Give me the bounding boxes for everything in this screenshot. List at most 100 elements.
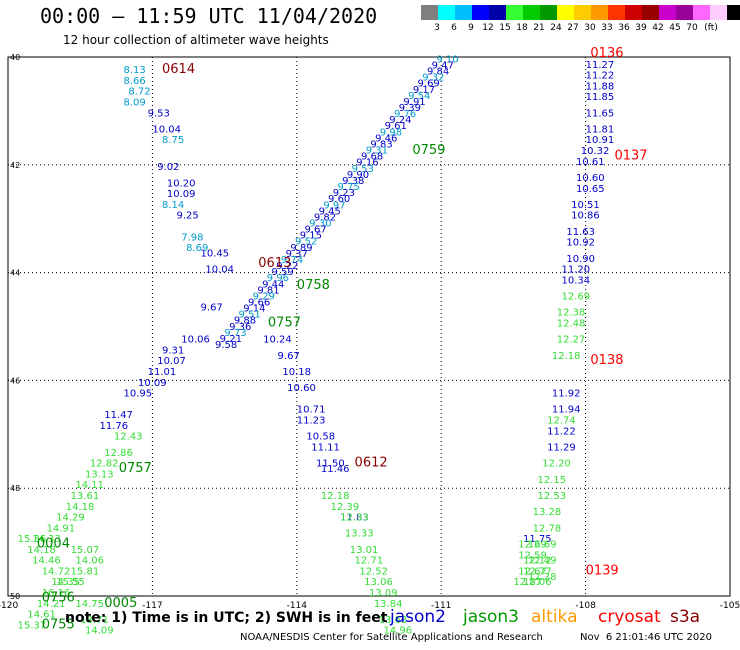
wave-height-track: 9.44	[262, 279, 284, 290]
wave-height-label: 9.31	[162, 345, 184, 356]
color-scale-tick: 3	[434, 23, 440, 33]
wave-height-label: 10.90	[566, 254, 595, 265]
wave-height-label: 9.25	[176, 211, 198, 222]
wave-height-label: 12.69	[518, 539, 547, 550]
x-tick-label: -111	[431, 601, 451, 611]
x-tick-label: -114	[287, 601, 308, 611]
wave-height-label: 11.27	[586, 60, 615, 71]
wave-height-track: 9.21	[220, 334, 242, 345]
wave-height-track: 9.59	[272, 267, 294, 278]
pass-time-label: 0612	[355, 456, 388, 471]
color-scale-tick: 45	[669, 23, 681, 33]
pass-time-label: 0757	[119, 461, 152, 476]
color-scale-tick: 15	[499, 23, 511, 33]
wave-height-label: 11.22	[547, 426, 576, 437]
wave-height-label: 12.27	[557, 335, 586, 346]
y-tick-label: 48	[10, 484, 20, 493]
wave-height-label: 16.16	[42, 588, 71, 599]
wave-height-label: 11.50	[316, 459, 345, 470]
wave-height-label: 12.87	[513, 577, 542, 588]
wave-height-label: 11.94	[552, 405, 581, 416]
footer-note: note: 1) Time is in UTC; 2) SWH is in fe…	[65, 610, 388, 626]
pass-time-label: 0756	[42, 590, 75, 605]
pass-time-label: 0136	[590, 46, 623, 61]
wave-height-label: 13.13	[85, 469, 114, 480]
color-scale-tick: 12	[482, 23, 494, 33]
wave-height-label: 15.37	[18, 620, 47, 631]
pass-time-label: 0758	[297, 278, 330, 293]
wave-height-track: 9.16	[356, 158, 378, 169]
color-scale-swatch	[642, 5, 659, 20]
chart-title: 00:00 – 11:59 UTC 11/04/2020	[40, 4, 378, 28]
wave-height-label: 12.06	[523, 577, 552, 588]
wave-height-label: 13.09	[369, 588, 398, 599]
wave-height-label: 10.07	[157, 356, 186, 367]
wave-height-label: 15.55	[56, 577, 85, 588]
wave-height-label: 10.09	[167, 189, 196, 200]
wave-height-track: 9.38	[342, 176, 364, 187]
wave-height-label: 12.39	[330, 502, 359, 513]
wave-height-label: 13.61	[71, 491, 100, 502]
wave-height-label: 11.11	[311, 442, 340, 453]
wave-height-track: 9.73	[224, 328, 246, 339]
wave-height-track: 9.96	[267, 273, 289, 284]
wave-height-label: 12.38	[557, 308, 586, 319]
wave-height-label: 10.92	[566, 238, 595, 249]
wave-height-label: 10.32	[581, 146, 610, 157]
wave-height-label: 11.65	[586, 108, 615, 119]
wave-height-label: 15.81	[71, 566, 100, 577]
wave-height-label: 11.20	[562, 265, 591, 276]
wave-height-label: 10.06	[181, 335, 210, 346]
wave-height-label: 10.34	[562, 275, 591, 286]
wave-height-track: 9.68	[361, 152, 383, 163]
wave-height-label: 12.20	[542, 459, 571, 470]
wave-height-label: 11.83	[340, 513, 369, 524]
wave-height-track: 9.31	[366, 146, 388, 157]
wave-height-track: 9.91	[403, 97, 425, 108]
wave-height-label: 9.67	[201, 302, 223, 313]
color-scale-tick: 33	[601, 23, 613, 33]
wave-height-track: 9.14	[243, 304, 265, 315]
wave-height-track: 9.23	[333, 188, 355, 199]
color-scale-swatch	[438, 5, 455, 20]
color-scale-tick: 30	[584, 23, 596, 33]
wave-height-track: 9.47	[432, 60, 454, 71]
color-scale-swatch	[659, 5, 676, 20]
color-scale-swatch	[489, 5, 506, 20]
wave-height-track: 9.75	[337, 182, 359, 193]
wave-height-label: 11.23	[297, 416, 326, 427]
wave-height-track: 9.15	[300, 231, 322, 242]
wave-height-label: 12.15	[537, 475, 566, 486]
wave-height-label: 12.48	[557, 319, 586, 330]
wave-height-label: 10.86	[571, 211, 600, 222]
color-scale-swatch	[693, 5, 710, 20]
wave-height-label: 9.02	[157, 162, 179, 173]
wave-height-label: 10.09	[138, 378, 167, 389]
y-tick-label: 46	[10, 376, 20, 385]
wave-height-track: 9.83	[370, 139, 392, 150]
wave-height-label: 11.29	[547, 442, 576, 453]
wave-height-label: 10.18	[282, 367, 311, 378]
wave-height-label: 9.67	[278, 351, 300, 362]
wave-height-track: 9.54	[408, 91, 430, 102]
pass-time-label: 0005	[104, 596, 137, 611]
color-scale-tick: 21	[533, 23, 545, 33]
wave-height-label: 10.04	[205, 265, 234, 276]
color-scale-unit: (ft)	[704, 23, 718, 33]
wave-height-label: 12.69	[562, 292, 591, 303]
wave-height-label: 11.92	[552, 389, 581, 400]
x-tick-label: -105	[720, 601, 740, 611]
wave-height-label: 14.21	[37, 599, 66, 610]
color-scale-swatch	[506, 5, 523, 20]
wave-height-track: 9.24	[389, 115, 411, 126]
wave-height-label: 11.81	[586, 124, 615, 135]
wave-height-label: 11.85	[586, 92, 615, 103]
wave-height-label: 10.04	[152, 124, 181, 135]
wave-height-label: 13.06	[364, 577, 393, 588]
wave-height-label: 12.59	[518, 550, 547, 561]
pass-time-label: 0139	[586, 563, 619, 578]
wave-height-label: 11.63	[566, 227, 595, 238]
wave-height-label: 15.36	[18, 534, 47, 545]
pass-time-label: 0755	[42, 617, 75, 632]
